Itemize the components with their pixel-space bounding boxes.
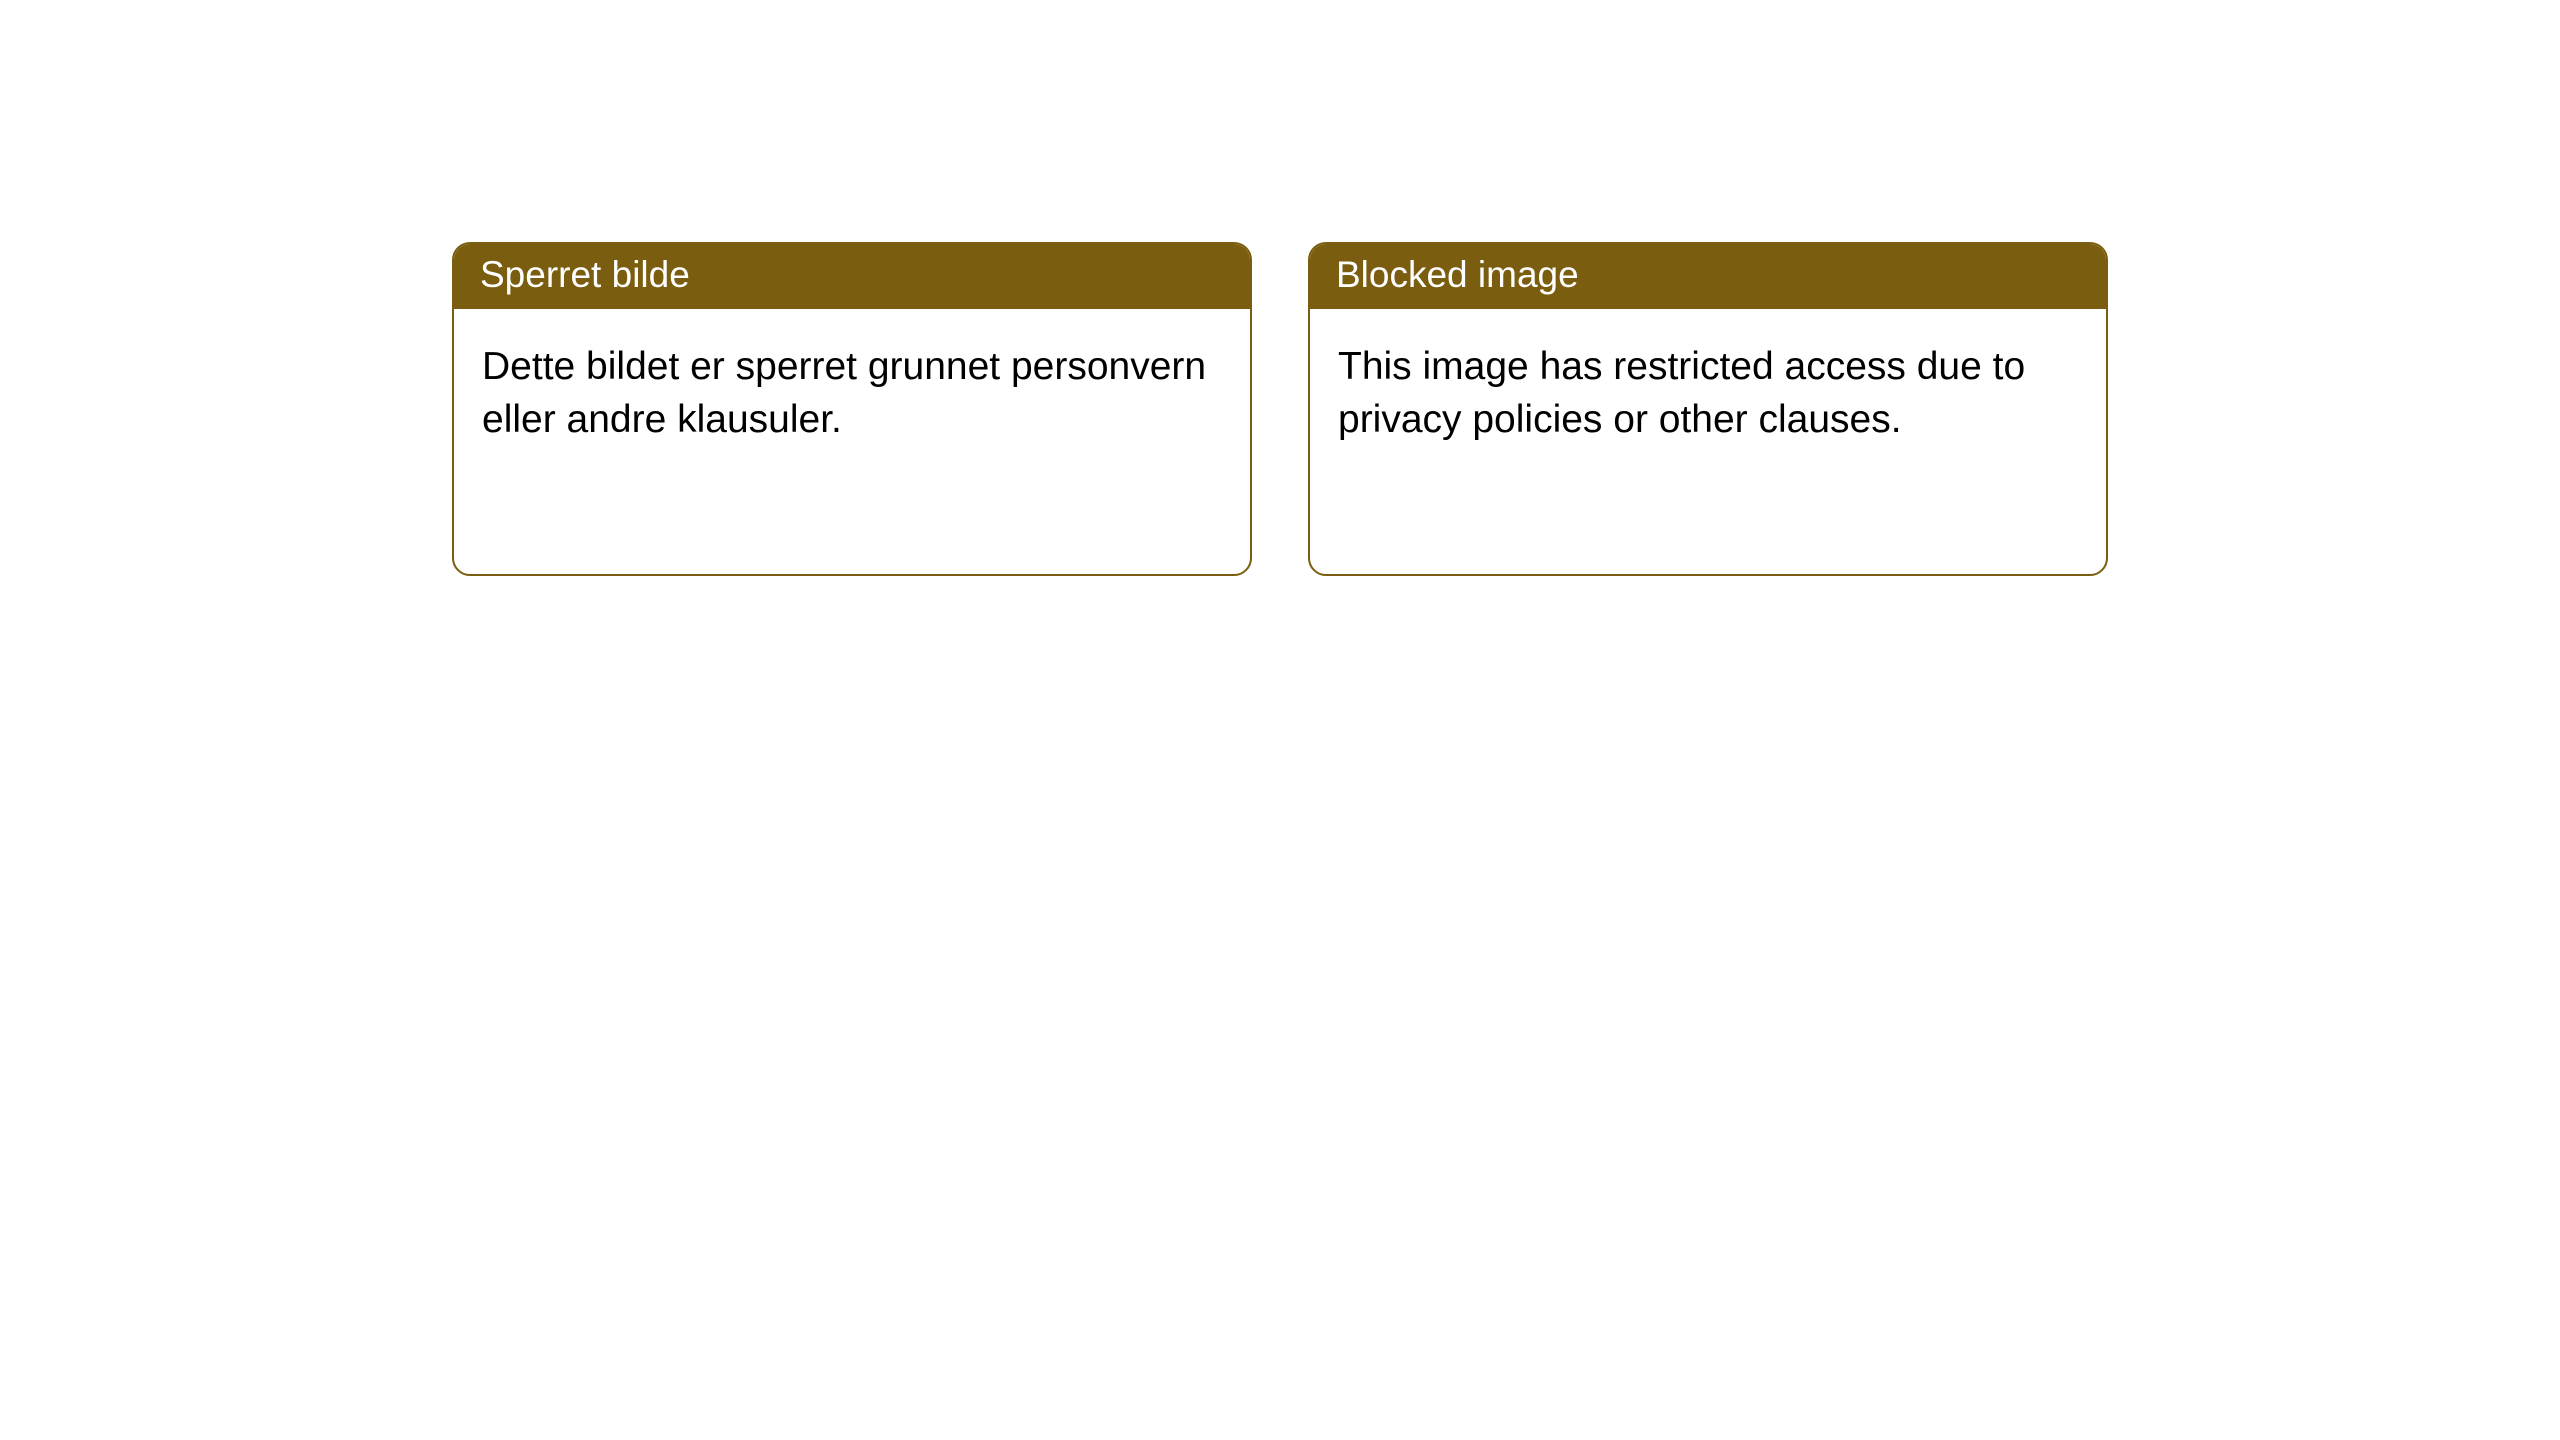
card-header: Sperret bilde: [454, 244, 1250, 309]
notice-card-english: Blocked image This image has restricted …: [1308, 242, 2108, 576]
card-header: Blocked image: [1310, 244, 2106, 309]
card-body: Dette bildet er sperret grunnet personve…: [454, 309, 1250, 478]
card-body: This image has restricted access due to …: [1310, 309, 2106, 478]
notice-cards-container: Sperret bilde Dette bildet er sperret gr…: [452, 242, 2108, 576]
notice-card-norwegian: Sperret bilde Dette bildet er sperret gr…: [452, 242, 1252, 576]
